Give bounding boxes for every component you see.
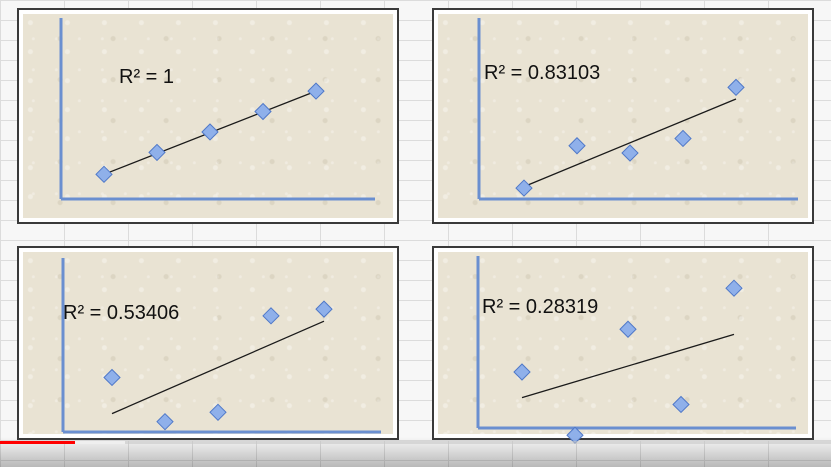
scatter-chart-4 bbox=[476, 256, 796, 444]
trendline bbox=[111, 320, 325, 415]
data-point-5 bbox=[727, 78, 745, 97]
data-point-3 bbox=[201, 123, 219, 141]
trendline bbox=[521, 333, 735, 399]
chart-panel-1: R² = 1 bbox=[17, 8, 399, 224]
scatter-chart-2 bbox=[477, 18, 798, 201]
data-point-4 bbox=[262, 307, 280, 325]
data-point-4 bbox=[672, 395, 690, 414]
data-point-2 bbox=[568, 137, 586, 155]
data-point-4 bbox=[254, 102, 272, 121]
chart-background bbox=[438, 252, 808, 434]
chart-background bbox=[438, 14, 808, 218]
video-progress-played bbox=[0, 441, 75, 444]
chart-panel-4: R² = 0.28319 bbox=[432, 246, 814, 444]
data-point-1 bbox=[103, 368, 121, 387]
data-point-2 bbox=[156, 412, 174, 431]
data-point-1 bbox=[513, 363, 531, 381]
data-point-1 bbox=[515, 179, 533, 197]
data-point-3 bbox=[209, 403, 227, 422]
video-progress-bar[interactable] bbox=[0, 441, 831, 444]
r-squared-label: R² = 0.83103 bbox=[484, 62, 601, 84]
data-point-5 bbox=[307, 82, 325, 100]
data-point-5 bbox=[725, 279, 743, 297]
scatter-chart-1 bbox=[59, 18, 375, 201]
data-point-1 bbox=[95, 165, 113, 184]
chart-background bbox=[23, 14, 393, 218]
trendline bbox=[523, 98, 737, 188]
data-point-3 bbox=[621, 144, 639, 162]
scatter-chart-3 bbox=[61, 258, 381, 434]
r-squared-label: R² = 1 bbox=[119, 66, 175, 88]
data-point-4 bbox=[674, 129, 692, 148]
r-squared-label: R² = 0.28319 bbox=[482, 296, 599, 318]
r-squared-label: R² = 0.53406 bbox=[63, 302, 180, 324]
data-point-5 bbox=[315, 300, 333, 318]
chart-panel-2: R² = 0.83103 bbox=[432, 8, 814, 224]
data-point-3 bbox=[619, 320, 637, 338]
chart-background bbox=[23, 252, 393, 434]
data-point-2 bbox=[148, 143, 166, 162]
chart-panel-3: R² = 0.53406 bbox=[17, 246, 399, 440]
